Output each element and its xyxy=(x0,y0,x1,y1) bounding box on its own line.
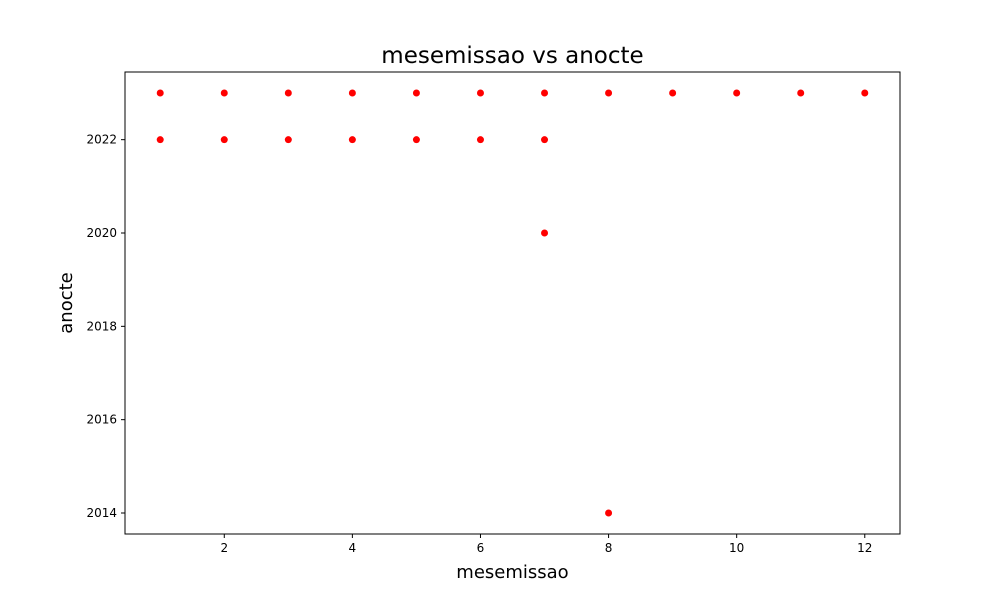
data-point xyxy=(733,89,741,97)
data-point xyxy=(412,136,420,144)
y-axis-label: anocte xyxy=(56,272,77,333)
data-point xyxy=(541,89,549,97)
data-point xyxy=(348,89,356,97)
chart-title: mesemissao vs anocte xyxy=(381,43,643,69)
data-point xyxy=(348,136,356,144)
x-axis: 2 4 6 8 10 12 xyxy=(220,534,872,555)
data-point xyxy=(541,136,549,144)
plot-frame xyxy=(124,71,901,535)
x-tick-label: 10 xyxy=(729,541,744,555)
data-point xyxy=(605,509,613,517)
x-tick-label: 2 xyxy=(220,541,228,555)
y-tick-label: 2018 xyxy=(86,319,117,333)
data-point xyxy=(284,136,292,144)
y-tick-label: 2016 xyxy=(86,413,117,427)
data-point xyxy=(156,89,164,97)
x-tick-label: 8 xyxy=(605,541,613,555)
data-point xyxy=(220,136,228,144)
data-point xyxy=(156,136,164,144)
data-point xyxy=(476,89,484,97)
data-point xyxy=(861,89,869,97)
data-points xyxy=(156,89,869,517)
data-point xyxy=(220,89,228,97)
x-axis-label: mesemissao xyxy=(456,562,568,583)
data-point xyxy=(797,89,805,97)
data-point xyxy=(284,89,292,97)
y-axis: 2014 2016 2018 2020 2022 xyxy=(86,133,125,520)
data-point xyxy=(476,136,484,144)
data-point xyxy=(541,229,549,237)
y-tick-label: 2014 xyxy=(86,506,117,520)
x-tick-label: 12 xyxy=(857,541,872,555)
data-point xyxy=(412,89,420,97)
x-tick-label: 6 xyxy=(477,541,485,555)
data-point xyxy=(669,89,677,97)
x-tick-label: 4 xyxy=(349,541,357,555)
y-tick-label: 2020 xyxy=(86,226,117,240)
y-tick-label: 2022 xyxy=(86,133,117,147)
data-point xyxy=(605,89,613,97)
